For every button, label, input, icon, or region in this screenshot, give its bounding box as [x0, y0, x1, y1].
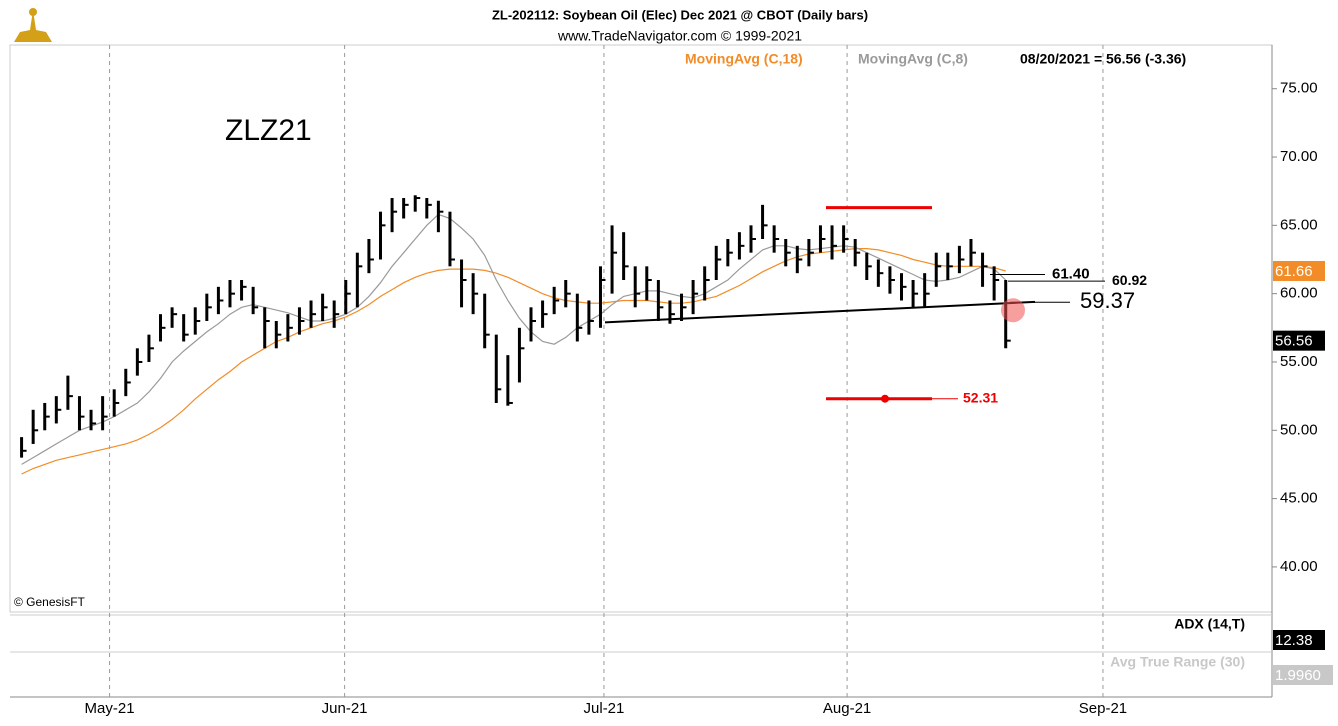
indicator-label: Avg True Range (30)	[1110, 654, 1245, 670]
y-tick-label: 65.00	[1280, 216, 1318, 233]
target-dot	[881, 394, 889, 403]
y-tick-label: 40.00	[1280, 558, 1318, 575]
symbol-label: ZLZ21	[225, 114, 312, 147]
credit: © GenesisFT	[14, 595, 86, 609]
y-tick-label: 75.00	[1280, 80, 1318, 97]
legend-entry: MovingAvg (C,18)	[685, 51, 803, 67]
level-label: 59.37	[1080, 288, 1135, 313]
support-line	[604, 300, 1036, 324]
y-tick-label: 50.00	[1280, 421, 1318, 438]
x-tick-label: Aug-21	[823, 700, 871, 717]
level-label: 60.92	[1112, 272, 1147, 288]
x-tick-label: May-21	[85, 700, 135, 717]
target-label: 52.31	[963, 389, 998, 405]
price-tag-label: 61.66	[1275, 263, 1313, 280]
indicator-value: 1.9960	[1275, 667, 1321, 684]
chart-title: ZL-202112: Soybean Oil (Elec) Dec 2021 @…	[492, 7, 868, 22]
legend-entry: MovingAvg (C,8)	[858, 51, 968, 67]
indicator-label: ADX (14,T)	[1174, 616, 1245, 632]
x-tick-label: Jul-21	[584, 700, 625, 717]
indicator-tag	[1273, 665, 1333, 685]
quote: 08/20/2021 = 56.56 (-3.36)	[1020, 51, 1186, 67]
moving-average	[21, 213, 1007, 465]
y-tick-label: 45.00	[1280, 490, 1318, 507]
price-tag	[1273, 330, 1325, 351]
level-label: 61.40	[1052, 266, 1090, 283]
price-tag	[1273, 260, 1325, 281]
y-tick-label: 60.00	[1280, 285, 1318, 302]
indicator-tag	[1273, 630, 1325, 650]
chart-subtitle: www.TradeNavigator.com © 1999-2021	[557, 28, 802, 44]
x-tick-label: Jun-21	[322, 700, 368, 717]
indicator-value: 12.38	[1275, 632, 1313, 649]
moving-average	[21, 248, 1006, 475]
highlight	[1001, 298, 1025, 323]
y-tick-label: 70.00	[1280, 148, 1318, 165]
logo	[14, 8, 52, 42]
x-tick-label: Sep-21	[1079, 700, 1127, 717]
y-tick-label: 55.00	[1280, 353, 1318, 370]
price-tag-label: 56.56	[1275, 333, 1313, 350]
